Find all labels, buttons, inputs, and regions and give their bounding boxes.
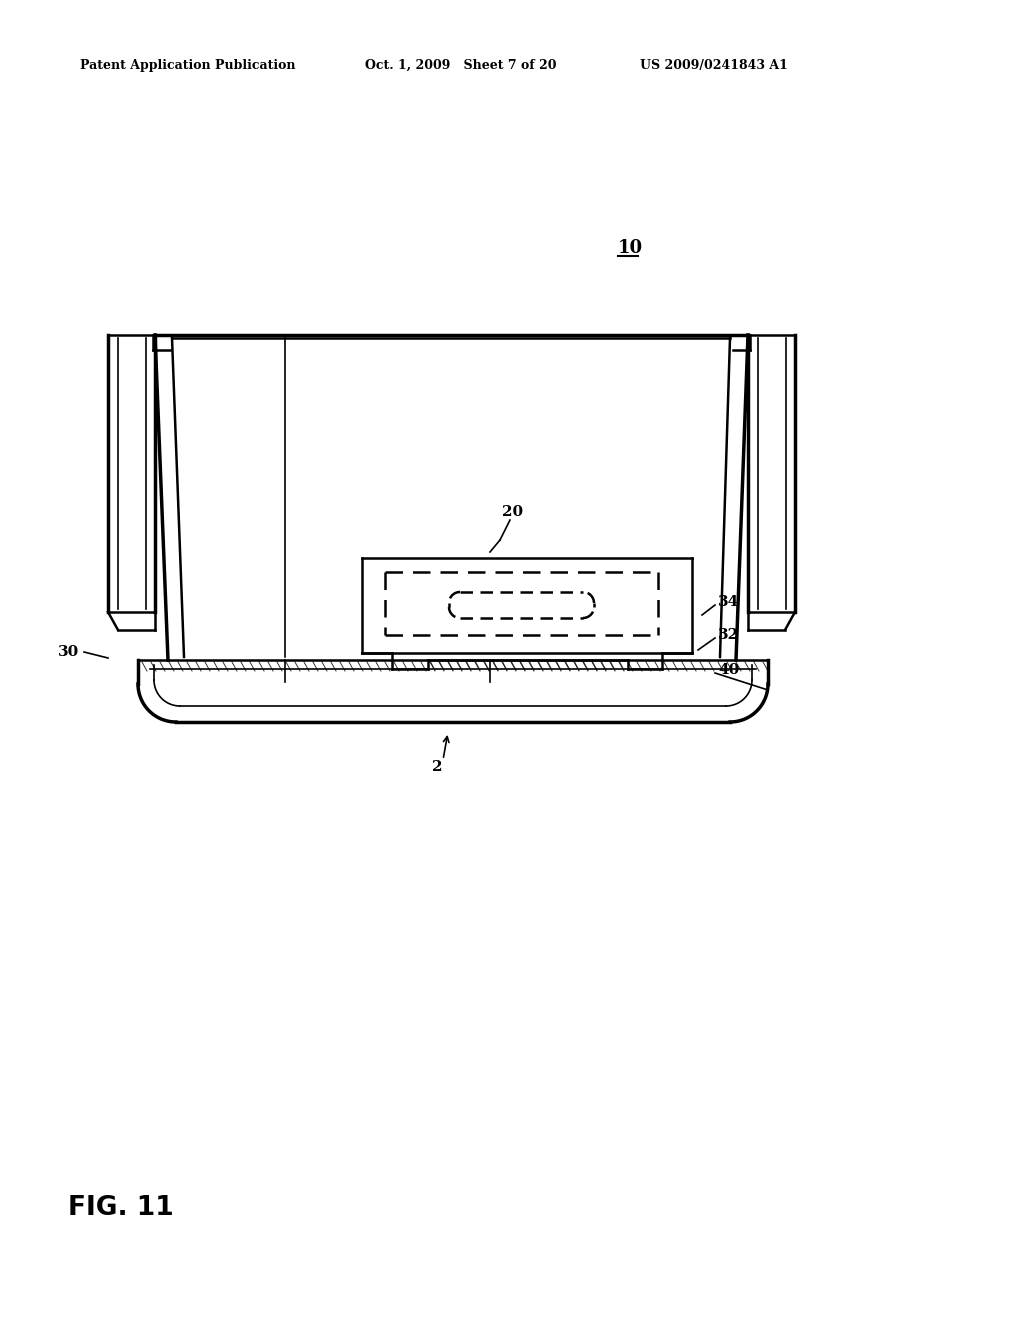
- Text: 32: 32: [718, 628, 739, 642]
- Text: FIG. 11: FIG. 11: [68, 1195, 174, 1221]
- Text: 20: 20: [502, 506, 523, 519]
- Text: 34: 34: [718, 595, 739, 609]
- Text: Patent Application Publication: Patent Application Publication: [80, 58, 296, 71]
- Text: 40: 40: [718, 663, 739, 677]
- Text: Oct. 1, 2009   Sheet 7 of 20: Oct. 1, 2009 Sheet 7 of 20: [365, 58, 556, 71]
- Text: US 2009/0241843 A1: US 2009/0241843 A1: [640, 58, 787, 71]
- Text: 10: 10: [618, 239, 643, 257]
- Text: 2: 2: [432, 760, 442, 774]
- Text: 30: 30: [58, 645, 79, 659]
